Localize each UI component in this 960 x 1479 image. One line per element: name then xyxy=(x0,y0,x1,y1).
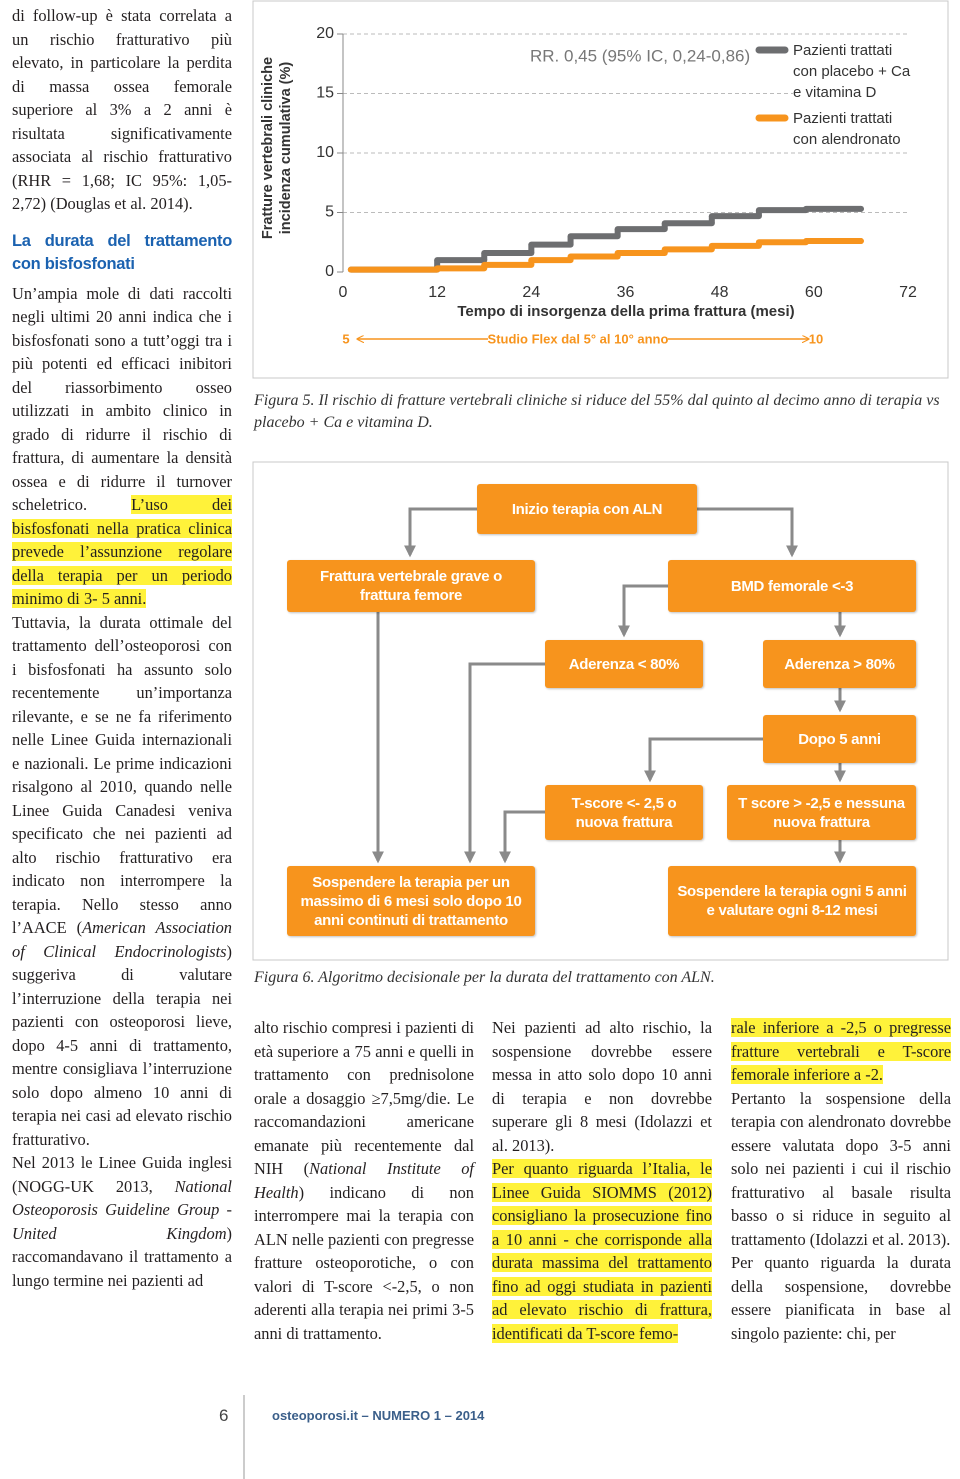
text-run: Tuttavia, la durata ottimale del trattam… xyxy=(12,612,232,938)
flowchart-node: Aderenza < 80% xyxy=(545,640,703,688)
x-tick-label: 72 xyxy=(899,284,917,301)
paragraph: Nel 2013 le Linee Guida inglesi (NOGG-UK… xyxy=(12,1151,232,1292)
paragraph: Per quanto riguarda la durata della sosp… xyxy=(731,1251,951,1345)
study-start: 5 xyxy=(342,331,349,346)
page-number: 6 xyxy=(219,1406,229,1425)
x-tick-label: 60 xyxy=(805,284,823,301)
figure-5-frame xyxy=(252,0,949,379)
text-run: alto rischio compresi i pazienti di età … xyxy=(254,1018,474,1178)
annotation: RR. 0,45 (95% IC, 0,24-0,86) xyxy=(530,46,750,65)
figure-6-frame xyxy=(252,461,949,961)
figure-caption: Figura 5. Il rischio di fratture vertebr… xyxy=(254,392,940,431)
paragraph: Pertanto la sospensione della terapia co… xyxy=(731,1087,951,1252)
x-tick-label: 36 xyxy=(617,284,635,301)
study-end: 10 xyxy=(809,331,823,346)
y-tick-label: 0 xyxy=(325,263,334,280)
flowchart-node: T score > -2,5 e nessuna nuova frattura xyxy=(727,785,916,840)
connector xyxy=(464,662,545,864)
study-label: Studio Flex dal 5° al 10° anno xyxy=(488,331,669,346)
y-tick-label: 15 xyxy=(316,85,334,102)
paragraph: di follow-up è stata correlata a un risc… xyxy=(12,4,232,216)
highlighted-text: rale inferiore a -2,5 o pregresse frattu… xyxy=(731,1018,951,1084)
section-heading: La durata del trattamento con bisfosfona… xyxy=(12,231,232,273)
y-tick-label: 20 xyxy=(316,25,334,42)
y-axis-label: Fratture vertebrali cliniche incidenza c… xyxy=(260,56,294,240)
paragraph: Tuttavia, la durata ottimale del trattam… xyxy=(12,611,232,1152)
x-axis-label: Tempo di insorgenza della prima frattura… xyxy=(457,303,795,320)
study-label-bg xyxy=(488,330,668,348)
figure-caption: Figura 6. Algoritmo decisionale per la d… xyxy=(254,969,715,986)
paragraph: Per quanto riguarda l’Italia, le Linee G… xyxy=(492,1157,712,1345)
text-run: ) suggeriva di valutare l’interruzione d… xyxy=(12,941,232,1149)
text-run: Un’ampia mole di dati raccolti negli ult… xyxy=(12,283,232,515)
flowchart-node: BMD femorale <-3 xyxy=(668,560,916,612)
column: Nei pazienti ad alto rischio, la sospens… xyxy=(492,1016,712,1345)
text-run: Nel 2013 le Linee Guida inglesi (NOGG-UK… xyxy=(12,1153,232,1196)
text-run: National Osteoporosis Guideline Group - … xyxy=(12,1176,232,1243)
legend-label: Pazienti trattati con alendronato xyxy=(793,108,918,150)
text-run: Pertanto la sospensione della terapia co… xyxy=(731,1088,951,1249)
flowchart-node: T-score <- 2,5 o nuova frattura xyxy=(545,785,703,840)
paragraph: rale inferiore a -2,5 o pregresse frattu… xyxy=(731,1016,951,1087)
y-tick-label: 5 xyxy=(325,204,334,221)
legend-label: Pazienti trattati con placebo + Ca e vit… xyxy=(793,40,918,103)
flowchart-node: Inizio terapia con ALN xyxy=(477,484,697,534)
paragraph: Nei pazienti ad alto rischio, la sospens… xyxy=(492,1016,712,1157)
flowchart-node: Aderenza > 80% xyxy=(763,640,916,688)
x-tick-label: 24 xyxy=(522,284,540,301)
column: rale inferiore a -2,5 o pregresse frattu… xyxy=(731,1016,951,1345)
text-run: di follow-up è stata correlata a un risc… xyxy=(12,6,232,213)
journal-name: osteoporosi.it – NUMERO 1 – 2014 xyxy=(272,1408,485,1423)
connector xyxy=(618,584,668,638)
connector xyxy=(404,507,477,558)
column: di follow-up è stata correlata a un risc… xyxy=(12,4,232,1292)
column: alto rischio compresi i pazienti di età … xyxy=(254,1016,474,1345)
text-run: Nei pazienti ad alto rischio, la sospens… xyxy=(492,1018,712,1155)
text-run: ) raccomandavano il trattamento a lungo … xyxy=(12,1223,232,1290)
text-run: ) indicano di non interrompere mai la te… xyxy=(254,1182,474,1343)
paragraph: Un’ampia mole di dati raccolti negli ult… xyxy=(12,282,233,611)
flowchart-node: Frattura vertebrale grave o frattura fem… xyxy=(287,560,535,612)
text-run: National Institute of Health xyxy=(254,1159,474,1202)
flowchart-node: Sospendere la terapia per un massimo di … xyxy=(287,866,535,936)
paragraph: alto rischio compresi i pazienti di età … xyxy=(254,1016,474,1345)
x-tick-label: 12 xyxy=(428,284,446,301)
x-tick-label: 48 xyxy=(711,284,729,301)
text-run: American Association of Clinical Endocri… xyxy=(12,918,233,961)
y-tick-label: 10 xyxy=(316,144,334,161)
highlighted-text: Per quanto riguarda l’Italia, le Linee G… xyxy=(492,1159,712,1343)
flowchart-node: Sospendere la terapia ogni 5 anni e valu… xyxy=(668,866,916,936)
connector xyxy=(697,507,798,558)
text-run: Per quanto riguarda la durata della sosp… xyxy=(731,1253,951,1343)
x-tick-label: 0 xyxy=(339,284,348,301)
connector xyxy=(644,737,763,783)
flowchart-connectors xyxy=(372,507,846,864)
connector xyxy=(499,810,545,864)
flowchart-node: Dopo 5 anni xyxy=(763,715,916,763)
